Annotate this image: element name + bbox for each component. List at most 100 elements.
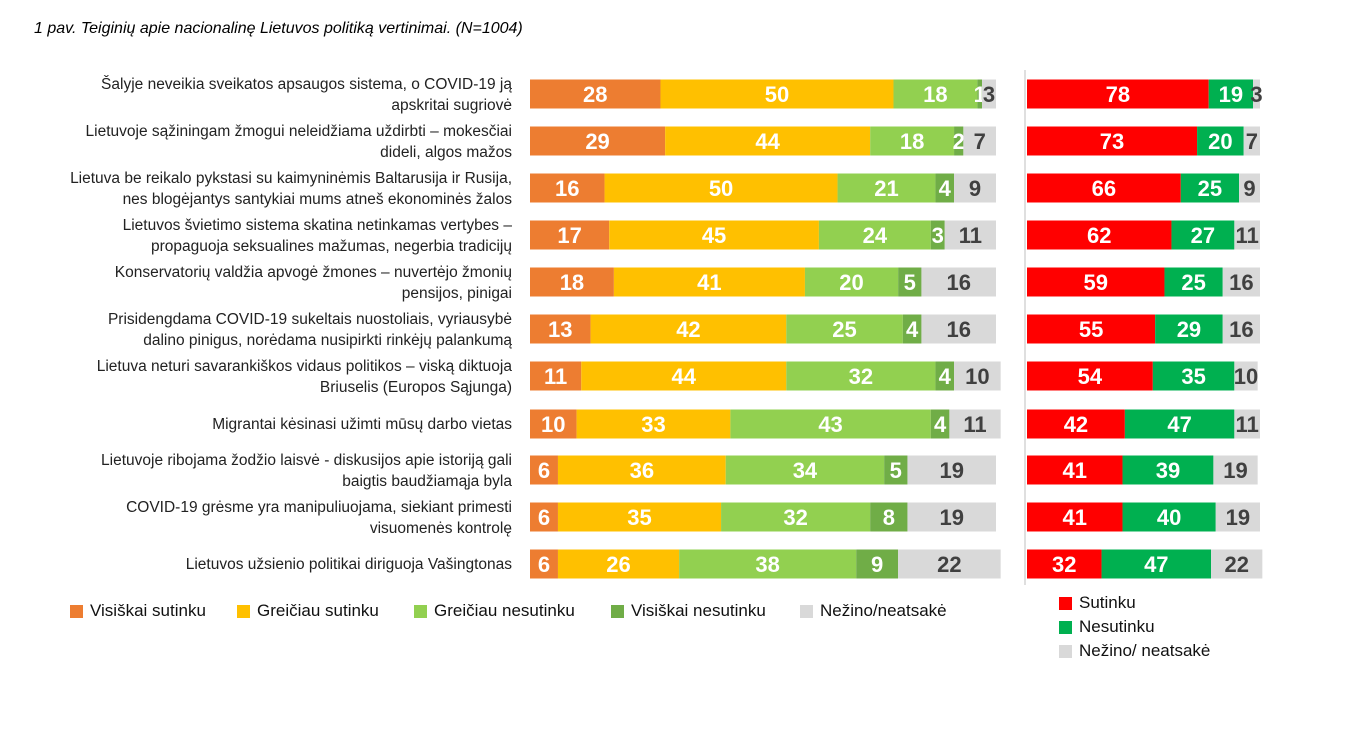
left-data-label: 29 <box>585 129 609 154</box>
left-bar-segment <box>954 173 996 203</box>
right-data-label: 11 <box>1236 223 1259 248</box>
legend-item-nesutinku: Nesutinku <box>1059 617 1155 637</box>
statement-label: dideli, algos mažos <box>380 144 512 161</box>
left-bar-segment <box>786 314 903 344</box>
right-data-label: 41 <box>1063 458 1087 483</box>
left-bar-segment <box>613 267 805 297</box>
left-bar-segment <box>590 314 787 344</box>
left-data-label: 5 <box>904 270 916 295</box>
right-data-label: 41 <box>1063 505 1087 530</box>
right-bar-segment <box>1239 173 1260 203</box>
right-bar-segment <box>1027 79 1209 109</box>
left-data-label: 33 <box>641 412 665 437</box>
legend-swatch <box>237 604 250 618</box>
legend-swatch <box>414 604 427 618</box>
right-data-label: 16 <box>1229 317 1253 342</box>
left-bar-segment <box>557 549 680 579</box>
right-data-label: 66 <box>1092 176 1116 201</box>
statement-label: Migrantai kėsinasi užimti mūsų darbo vie… <box>212 416 512 433</box>
statement-label: Konservatorių valdžia apvogė žmones – nu… <box>115 264 512 281</box>
legend-label: Greičiau sutinku <box>257 601 379 620</box>
left-bar-segment <box>581 361 787 391</box>
right-data-label: 55 <box>1079 317 1103 342</box>
left-data-label: 6 <box>538 552 550 577</box>
left-data-label: 16 <box>946 270 970 295</box>
left-data-label: 4 <box>939 176 952 201</box>
left-bar-segment <box>818 220 931 250</box>
left-bar-segment <box>893 79 978 109</box>
legend-label: Greičiau nesutinku <box>434 601 575 620</box>
left-data-label: 25 <box>832 317 856 342</box>
left-bar-segment <box>898 267 922 297</box>
left-bar-segment <box>660 79 894 109</box>
statement-label: Briuselis (Europos Sąjunga) <box>320 379 512 396</box>
left-bar-segment <box>977 79 983 109</box>
right-bar-segment <box>1253 79 1260 109</box>
legend-item-visiskai-nesutinku: Visiškai nesutinku <box>611 601 766 621</box>
left-data-label: 26 <box>606 552 630 577</box>
left-data-label: 16 <box>946 317 970 342</box>
right-data-label: 42 <box>1064 412 1088 437</box>
left-bar-segment <box>935 173 955 203</box>
left-data-label: 6 <box>538 505 550 530</box>
left-bar-segment <box>530 361 582 391</box>
statement-label: Lietuvos švietimo sistema skatina netink… <box>123 217 513 234</box>
left-bar-segment <box>870 502 908 532</box>
statement-label: Šalyje neveikia sveikatos apsaugos siste… <box>101 76 512 93</box>
right-data-label: 29 <box>1177 317 1201 342</box>
right-bar-segment <box>1155 314 1223 344</box>
statement-label: apskritai sugriovė <box>391 97 512 114</box>
statement-label: baigtis baudžiamąja byla <box>342 473 512 490</box>
right-bar-segment <box>1215 502 1260 532</box>
statement-label: dalino pinigus, norėdama nusipirkti rink… <box>143 332 512 349</box>
right-bar-segment <box>1027 220 1172 250</box>
left-bar-segment <box>837 173 936 203</box>
left-bar-segment <box>530 220 610 250</box>
left-bar-segment <box>949 409 1001 439</box>
left-bar-segment <box>856 549 899 579</box>
left-bar-segment <box>665 126 871 156</box>
legend-item-greiciau-sutinku: Greičiau sutinku <box>237 601 379 621</box>
left-bar-segment <box>786 361 936 391</box>
right-data-label: 19 <box>1219 82 1243 107</box>
statement-label: Prisidengdama COVID-19 sukeltais nuostol… <box>108 311 512 328</box>
legend-item-nezino: Nežino/neatsakė <box>800 601 947 621</box>
left-bar-segment <box>530 409 577 439</box>
left-bar-segment <box>954 126 964 156</box>
left-data-label: 11 <box>959 223 982 248</box>
right-data-label: 73 <box>1100 129 1124 154</box>
right-data-label: 10 <box>1234 364 1258 389</box>
left-data-label: 18 <box>900 129 924 154</box>
left-data-label: 50 <box>765 82 789 107</box>
left-bar-segment <box>530 502 558 532</box>
right-bar-segment <box>1027 409 1125 439</box>
left-data-label: 20 <box>839 270 863 295</box>
legend-item-nezino-neatsake: Nežino/ neatsakė <box>1059 641 1210 661</box>
right-bar-segment <box>1027 173 1181 203</box>
left-data-label: 24 <box>863 223 888 248</box>
left-data-label: 41 <box>697 270 721 295</box>
left-bar-segment <box>530 314 591 344</box>
left-bar-segment <box>576 409 731 439</box>
left-bar-segment <box>870 126 955 156</box>
statement-label: Lietuvoje ribojama žodžio laisvė - disku… <box>101 452 512 469</box>
right-bar-segment <box>1171 220 1235 250</box>
right-stacked-bars: 78 19 3 73 20 7 66 25 9 62 27 11 59 25 16 55 29 16 54 35 10 4… <box>1027 79 1263 579</box>
left-data-label: 13 <box>548 317 572 342</box>
right-bar-segment <box>1208 79 1254 109</box>
left-bar-segment <box>530 549 558 579</box>
right-bar-segment <box>1243 126 1260 156</box>
left-data-label: 43 <box>818 412 842 437</box>
left-bar-segment <box>930 220 945 250</box>
right-bar-segment <box>1027 549 1102 579</box>
legend-swatch <box>70 604 83 618</box>
left-data-label: 22 <box>937 552 961 577</box>
left-data-label: 21 <box>874 176 898 201</box>
right-data-label: 25 <box>1181 270 1205 295</box>
legend-swatch <box>1059 620 1072 634</box>
right-bar-segment <box>1027 267 1165 297</box>
statement-label: Lietuva be reikalo pykstasi su kaimyninė… <box>70 170 512 187</box>
left-data-label: 28 <box>583 82 607 107</box>
left-data-label: 44 <box>672 364 697 389</box>
